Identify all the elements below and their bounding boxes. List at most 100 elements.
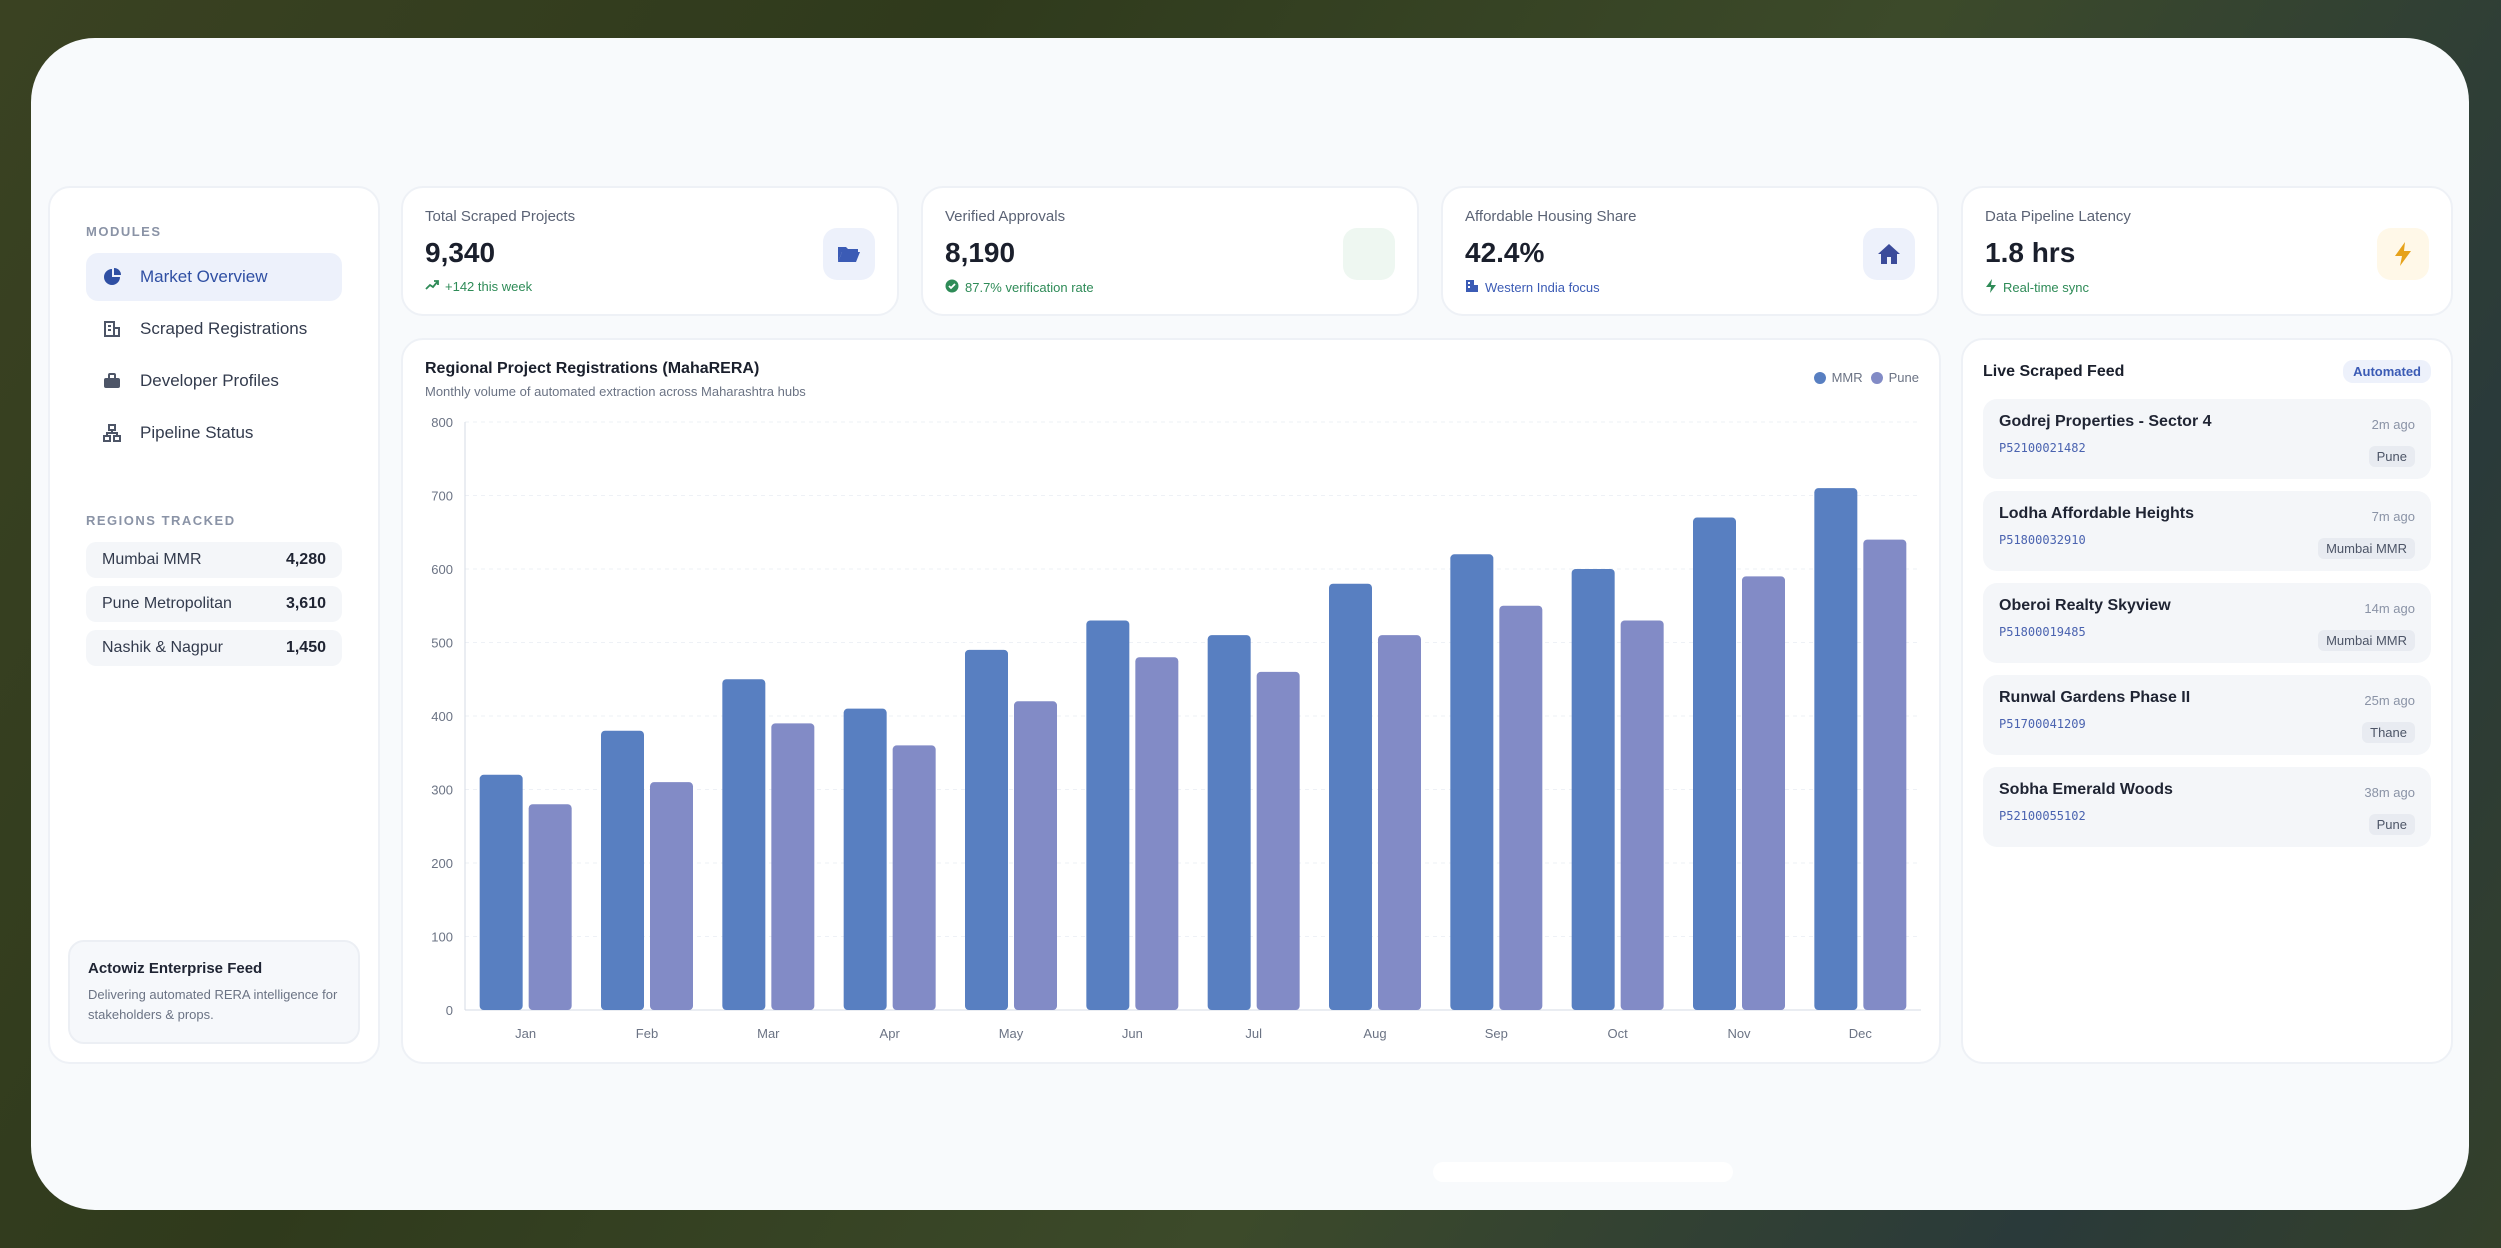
bar-mmr-oct[interactable]	[1571, 569, 1615, 1010]
bar-pune-sep[interactable]	[1499, 605, 1543, 1010]
x-tick-label: Feb	[636, 1026, 658, 1041]
bar-pune-mar[interactable]	[771, 723, 815, 1010]
bar-pune-nov[interactable]	[1742, 576, 1785, 1010]
bar-pune-feb[interactable]	[650, 782, 693, 1010]
feed-item[interactable]: Runwal Gardens Phase II P51700041209 25m…	[1983, 675, 2431, 755]
sidebar-item-developer-profiles[interactable]: Developer Profiles	[86, 357, 342, 405]
bar-mmr-may[interactable]	[965, 649, 1008, 1010]
chart-card: 0 100 200 300 400 500 600 700 800 Jan Feb Mar Apr May…	[401, 338, 1941, 1064]
bar-mmr-jul[interactable]	[1207, 635, 1251, 1010]
legend-label: Pune	[1888, 370, 1919, 385]
feed-item-name: Sobha Emerald Woods	[1999, 781, 2173, 798]
briefcase-icon	[102, 371, 122, 391]
feed-item-name: Godrej Properties - Sector 4	[1999, 413, 2212, 430]
bar-mmr-jun[interactable]	[1086, 620, 1130, 1010]
bar-pune-jun[interactable]	[1135, 657, 1179, 1010]
kpi-value: 42.4%	[1465, 237, 1545, 268]
bar-pune-oct[interactable]	[1620, 620, 1664, 1010]
kpi-value: 8,190	[945, 237, 1016, 268]
kpi-value: 9,340	[425, 237, 496, 268]
bar-mmr-feb[interactable]	[601, 730, 644, 1010]
feed-item[interactable]: Godrej Properties - Sector 4 P5210002148…	[1983, 399, 2431, 479]
kpi-sub: +142 this week	[425, 279, 875, 294]
sidebar-item-label: Pipeline Status	[140, 423, 254, 442]
x-tick-label: Apr	[880, 1026, 901, 1041]
chart-title: Regional Project Registrations (MahaRERA…	[425, 360, 760, 377]
legend-dot	[1870, 371, 1883, 384]
bar-mmr-sep[interactable]	[1450, 554, 1494, 1010]
feed-item-time: 38m ago	[2364, 785, 2415, 800]
kpi-card-total-projects: Total Scraped Projects 9,340 +142 this w…	[401, 186, 899, 316]
approval-badge	[1343, 228, 1395, 280]
y-tick-label: 800	[431, 415, 453, 430]
kpi-card-verified-approvals: Verified Approvals 8,190 87.7% verificat…	[921, 186, 1419, 316]
bar-pune-aug[interactable]	[1378, 635, 1421, 1010]
feed-item-region: Pune	[2368, 814, 2415, 835]
x-tick-label: Sep	[1485, 1026, 1508, 1041]
sidebar-item-scraped-registrations[interactable]: Scraped Registrations	[86, 305, 342, 353]
bar-pune-may[interactable]	[1014, 701, 1057, 1010]
sidebar-item-market-overview[interactable]: Market Overview	[86, 253, 342, 301]
region-name: Nashik & Nagpur	[102, 639, 223, 656]
region-row-mumbai[interactable]: Mumbai MMR 4,280	[86, 542, 342, 578]
feed-item[interactable]: Oberoi Realty Skyview P51800019485 14m a…	[1983, 583, 2431, 663]
kpi-sub-text: 87.7% verification rate	[965, 280, 1094, 295]
feed-item-region: Mumbai MMR	[2318, 538, 2415, 559]
kpi-title: Verified Approvals	[945, 208, 1066, 225]
feed-item-id: P51800019485	[1999, 625, 2086, 639]
feed-item[interactable]: Sobha Emerald Woods P52100055102 38m ago…	[1983, 767, 2431, 847]
x-tick-label: Jun	[1122, 1026, 1143, 1041]
region-row-pune[interactable]: Pune Metropolitan 3,610	[86, 586, 342, 622]
feed-item-time: 2m ago	[2371, 417, 2415, 432]
bar-mmr-jan[interactable]	[479, 774, 523, 1010]
sidebar-item-label: Scraped Registrations	[140, 319, 308, 338]
x-tick-label: Jul	[1245, 1026, 1262, 1041]
bar-mmr-dec[interactable]	[1814, 488, 1858, 1010]
kpi-sub: 87.7% verification rate	[945, 279, 1395, 296]
bolt-icon	[1985, 279, 1997, 296]
bar-mmr-apr[interactable]	[843, 708, 887, 1010]
sidebar-item-pipeline-status[interactable]: Pipeline Status	[86, 409, 342, 457]
legend-item-mmr[interactable]: MMR	[1813, 370, 1863, 385]
bar-pune-apr[interactable]	[892, 745, 936, 1010]
home-icon	[1863, 228, 1915, 280]
sidebar-item-label: Market Overview	[140, 267, 268, 286]
feed-item-name: Runwal Gardens Phase II	[1999, 689, 2191, 706]
feed-item[interactable]: Lodha Affordable Heights P51800032910 7m…	[1983, 491, 2431, 571]
feed-item-time: 25m ago	[2364, 693, 2415, 708]
bottom-highlight	[1433, 1162, 1733, 1182]
feed-item-region: Thane	[2362, 722, 2415, 743]
bar-pune-jul[interactable]	[1256, 671, 1300, 1010]
app-frame: MODULES Market Overview Scraped Registra…	[31, 38, 2469, 1210]
chart-legend: MMR Pune	[1813, 370, 1919, 385]
bar-pune-dec[interactable]	[1863, 539, 1907, 1010]
bar-pune-jan[interactable]	[528, 804, 572, 1010]
kpi-title: Total Scraped Projects	[425, 208, 576, 225]
feed-item-name: Lodha Affordable Heights	[1999, 505, 2194, 522]
bar-mmr-nov[interactable]	[1693, 517, 1736, 1010]
feed-item-time: 14m ago	[2364, 601, 2415, 616]
y-tick-label: 300	[431, 783, 453, 798]
modules-label: MODULES	[86, 224, 162, 239]
sidebar: MODULES Market Overview Scraped Registra…	[48, 186, 380, 1064]
x-tick-label: Nov	[1727, 1026, 1751, 1041]
promo-card: Actowiz Enterprise Feed Delivering autom…	[68, 940, 360, 1044]
x-tick-label: Aug	[1363, 1026, 1386, 1041]
x-tick-label: Jan	[515, 1026, 536, 1041]
region-row-nashik-nagpur[interactable]: Nashik & Nagpur 1,450	[86, 630, 342, 666]
legend-item-pune[interactable]: Pune	[1870, 370, 1919, 385]
building-icon	[1465, 279, 1479, 296]
bar-chart: 0 100 200 300 400 500 600 700 800 Jan Feb Mar Apr May…	[431, 415, 1921, 1041]
kpi-sub: Western India focus	[1465, 279, 1915, 296]
folder-icon	[823, 228, 875, 280]
region-name: Pune Metropolitan	[102, 595, 232, 612]
chart-subtitle: Monthly volume of automated extraction a…	[425, 384, 806, 399]
bar-mmr-aug[interactable]	[1329, 583, 1372, 1010]
automated-badge: Automated	[2343, 360, 2431, 383]
trend-up-icon	[425, 279, 439, 294]
feed-item-id: P51700041209	[1999, 717, 2086, 731]
live-feed-card: Live Scraped Feed Automated Godrej Prope…	[1961, 338, 2453, 1064]
bar-mmr-mar[interactable]	[722, 679, 766, 1010]
pie-chart-icon	[102, 267, 122, 287]
y-tick-label: 700	[431, 489, 453, 504]
